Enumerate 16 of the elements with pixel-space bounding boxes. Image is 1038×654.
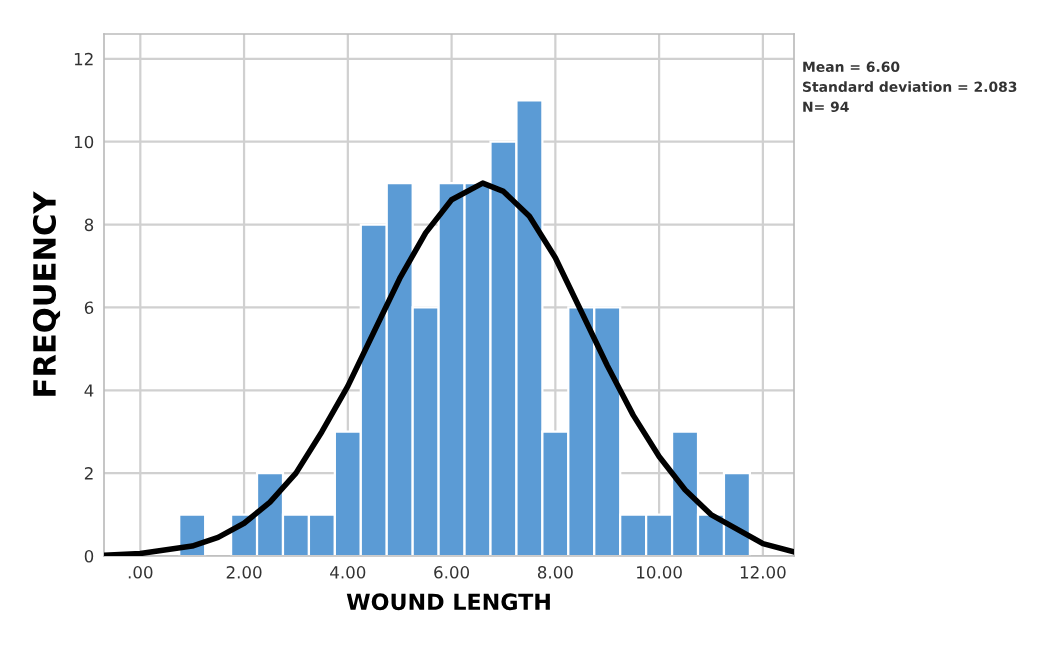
y-tick-label: 8	[84, 218, 94, 232]
x-tick-label: 12.00	[740, 566, 786, 579]
y-axis-title: FREQUENCY	[32, 191, 61, 396]
x-tick-label: 10.00	[637, 566, 682, 579]
x-tick-label: 6.00	[434, 566, 470, 579]
x-axis-title: WOUND LENGTH	[346, 593, 550, 611]
x-tick-label: 2.00	[226, 566, 262, 579]
y-tick-label: 0	[84, 549, 94, 563]
y-tick-label: 6	[84, 301, 94, 314]
x-tick-label: 4.00	[330, 566, 366, 579]
x-tick-label: .00	[128, 566, 153, 579]
x-tick-label: 8.00	[537, 566, 573, 579]
y-tick-label: 10	[74, 135, 94, 149]
y-tick-label: 12	[74, 52, 93, 66]
y-tick-label: 2	[84, 467, 93, 480]
y-tick-label: 4	[84, 384, 94, 397]
